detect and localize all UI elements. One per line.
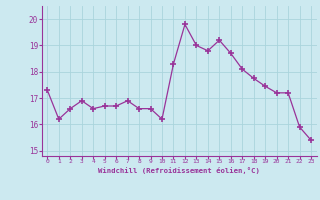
X-axis label: Windchill (Refroidissement éolien,°C): Windchill (Refroidissement éolien,°C) [98,167,260,174]
